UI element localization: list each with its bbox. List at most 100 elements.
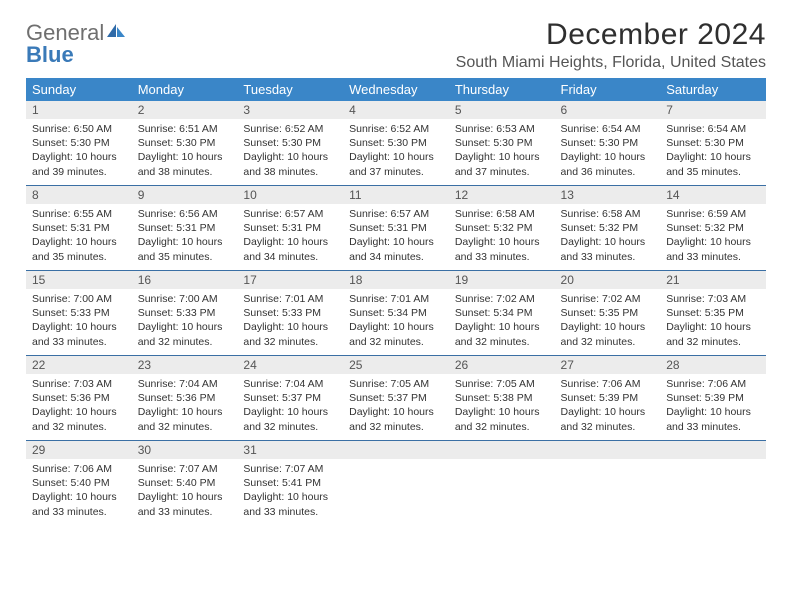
weekday-header: Wednesday xyxy=(343,78,449,101)
sunrise-line: Sunrise: 7:06 AM xyxy=(666,377,760,391)
daylight-hours: 10 xyxy=(181,236,193,248)
daylight-hours: 10 xyxy=(181,151,193,163)
daylight-minutes: 32 xyxy=(687,336,699,348)
day-number: 5 xyxy=(449,101,555,119)
daylight-line: Daylight: 10 hours and 32 minutes. xyxy=(138,405,232,433)
calendar-cell: 18Sunrise: 7:01 AMSunset: 5:34 PMDayligh… xyxy=(343,271,449,356)
sunrise-line: Sunrise: 7:07 AM xyxy=(243,462,337,476)
day-body: Sunrise: 6:52 AMSunset: 5:30 PMDaylight:… xyxy=(343,119,449,185)
day-number: 25 xyxy=(343,356,449,374)
weekday-header: Sunday xyxy=(26,78,132,101)
daylight-line: Daylight: 10 hours and 32 minutes. xyxy=(243,405,337,433)
calendar-cell: 2Sunrise: 6:51 AMSunset: 5:30 PMDaylight… xyxy=(132,101,238,186)
calendar-cell: 1Sunrise: 6:50 AMSunset: 5:30 PMDaylight… xyxy=(26,101,132,186)
daylight-hours: 10 xyxy=(499,406,511,418)
calendar-cell: 17Sunrise: 7:01 AMSunset: 5:33 PMDayligh… xyxy=(237,271,343,356)
calendar: SundayMondayTuesdayWednesdayThursdayFrid… xyxy=(26,78,766,525)
daylight-hours: 10 xyxy=(287,321,299,333)
day-body xyxy=(555,459,661,525)
sunset-line: Sunset: 5:32 PM xyxy=(666,221,760,235)
location: South Miami Heights, Florida, United Sta… xyxy=(456,54,766,72)
daylight-line: Daylight: 10 hours and 32 minutes. xyxy=(349,320,443,348)
calendar-cell: 29Sunrise: 7:06 AMSunset: 5:40 PMDayligh… xyxy=(26,441,132,526)
daylight-minutes: 33 xyxy=(264,506,276,518)
calendar-cell: 13Sunrise: 6:58 AMSunset: 5:32 PMDayligh… xyxy=(555,186,661,271)
sunset-line: Sunset: 5:38 PM xyxy=(455,391,549,405)
sunrise-value: 7:00 AM xyxy=(179,293,218,305)
sunrise-line: Sunrise: 6:52 AM xyxy=(243,122,337,136)
sunrise-value: 7:02 AM xyxy=(602,293,641,305)
sunrise-value: 6:52 AM xyxy=(285,123,324,135)
day-number: 31 xyxy=(237,441,343,459)
sunset-value: 5:33 PM xyxy=(71,307,110,319)
sunrise-line: Sunrise: 7:03 AM xyxy=(32,377,126,391)
sunset-value: 5:36 PM xyxy=(176,392,215,404)
day-number xyxy=(660,441,766,459)
day-body: Sunrise: 7:06 AMSunset: 5:40 PMDaylight:… xyxy=(26,459,132,525)
sunrise-value: 7:06 AM xyxy=(708,378,747,390)
sunset-line: Sunset: 5:30 PM xyxy=(455,136,549,150)
sunset-value: 5:32 PM xyxy=(599,222,638,234)
daylight-line: Daylight: 10 hours and 32 minutes. xyxy=(666,320,760,348)
sunset-value: 5:40 PM xyxy=(176,477,215,489)
sunset-line: Sunset: 5:36 PM xyxy=(32,391,126,405)
sunset-line: Sunset: 5:37 PM xyxy=(349,391,443,405)
daylight-minutes: 35 xyxy=(158,251,170,263)
daylight-minutes: 37 xyxy=(370,166,382,178)
sunset-line: Sunset: 5:34 PM xyxy=(349,306,443,320)
sunset-line: Sunset: 5:32 PM xyxy=(561,221,655,235)
sunset-line: Sunset: 5:31 PM xyxy=(349,221,443,235)
sunset-value: 5:31 PM xyxy=(282,222,321,234)
daylight-line: Daylight: 10 hours and 33 minutes. xyxy=(455,235,549,263)
weekday-header: Saturday xyxy=(660,78,766,101)
sunrise-value: 7:05 AM xyxy=(496,378,535,390)
calendar-cell: 27Sunrise: 7:06 AMSunset: 5:39 PMDayligh… xyxy=(555,356,661,441)
sunrise-line: Sunrise: 6:51 AM xyxy=(138,122,232,136)
day-number: 15 xyxy=(26,271,132,289)
daylight-line: Daylight: 10 hours and 36 minutes. xyxy=(561,150,655,178)
day-body: Sunrise: 7:04 AMSunset: 5:37 PMDaylight:… xyxy=(237,374,343,440)
day-body: Sunrise: 7:01 AMSunset: 5:33 PMDaylight:… xyxy=(237,289,343,355)
daylight-hours: 10 xyxy=(393,236,405,248)
daylight-line: Daylight: 10 hours and 37 minutes. xyxy=(349,150,443,178)
daylight-line: Daylight: 10 hours and 32 minutes. xyxy=(243,320,337,348)
day-body: Sunrise: 7:06 AMSunset: 5:39 PMDaylight:… xyxy=(555,374,661,440)
daylight-line: Daylight: 10 hours and 32 minutes. xyxy=(32,405,126,433)
daylight-hours: 10 xyxy=(604,151,616,163)
calendar-cell: 9Sunrise: 6:56 AMSunset: 5:31 PMDaylight… xyxy=(132,186,238,271)
calendar-cell xyxy=(555,441,661,526)
daylight-minutes: 32 xyxy=(581,336,593,348)
day-body: Sunrise: 6:50 AMSunset: 5:30 PMDaylight:… xyxy=(26,119,132,185)
daylight-line: Daylight: 10 hours and 35 minutes. xyxy=(32,235,126,263)
daylight-line: Daylight: 10 hours and 39 minutes. xyxy=(32,150,126,178)
day-number xyxy=(343,441,449,459)
daylight-hours: 10 xyxy=(287,491,299,503)
sunrise-line: Sunrise: 6:58 AM xyxy=(455,207,549,221)
day-body: Sunrise: 6:58 AMSunset: 5:32 PMDaylight:… xyxy=(449,204,555,270)
sunrise-line: Sunrise: 6:53 AM xyxy=(455,122,549,136)
daylight-line: Daylight: 10 hours and 33 minutes. xyxy=(666,235,760,263)
day-body: Sunrise: 7:00 AMSunset: 5:33 PMDaylight:… xyxy=(132,289,238,355)
sunset-line: Sunset: 5:40 PM xyxy=(138,476,232,490)
sunset-value: 5:30 PM xyxy=(599,137,638,149)
day-body: Sunrise: 6:52 AMSunset: 5:30 PMDaylight:… xyxy=(237,119,343,185)
daylight-line: Daylight: 10 hours and 35 minutes. xyxy=(138,235,232,263)
title-block: December 2024 South Miami Heights, Flori… xyxy=(456,18,766,72)
header: General Blue December 2024 South Miami H… xyxy=(26,18,766,72)
daylight-hours: 10 xyxy=(604,236,616,248)
sunset-value: 5:31 PM xyxy=(176,222,215,234)
day-number: 20 xyxy=(555,271,661,289)
sunset-value: 5:32 PM xyxy=(705,222,744,234)
month-title: December 2024 xyxy=(456,18,766,52)
day-body: Sunrise: 6:59 AMSunset: 5:32 PMDaylight:… xyxy=(660,204,766,270)
sunset-line: Sunset: 5:31 PM xyxy=(138,221,232,235)
daylight-line: Daylight: 10 hours and 34 minutes. xyxy=(349,235,443,263)
calendar-cell: 25Sunrise: 7:05 AMSunset: 5:37 PMDayligh… xyxy=(343,356,449,441)
daylight-line: Daylight: 10 hours and 35 minutes. xyxy=(666,150,760,178)
daylight-minutes: 33 xyxy=(687,421,699,433)
sunrise-line: Sunrise: 7:05 AM xyxy=(349,377,443,391)
sunset-value: 5:39 PM xyxy=(705,392,744,404)
day-body: Sunrise: 7:01 AMSunset: 5:34 PMDaylight:… xyxy=(343,289,449,355)
calendar-cell: 30Sunrise: 7:07 AMSunset: 5:40 PMDayligh… xyxy=(132,441,238,526)
calendar-cell: 24Sunrise: 7:04 AMSunset: 5:37 PMDayligh… xyxy=(237,356,343,441)
